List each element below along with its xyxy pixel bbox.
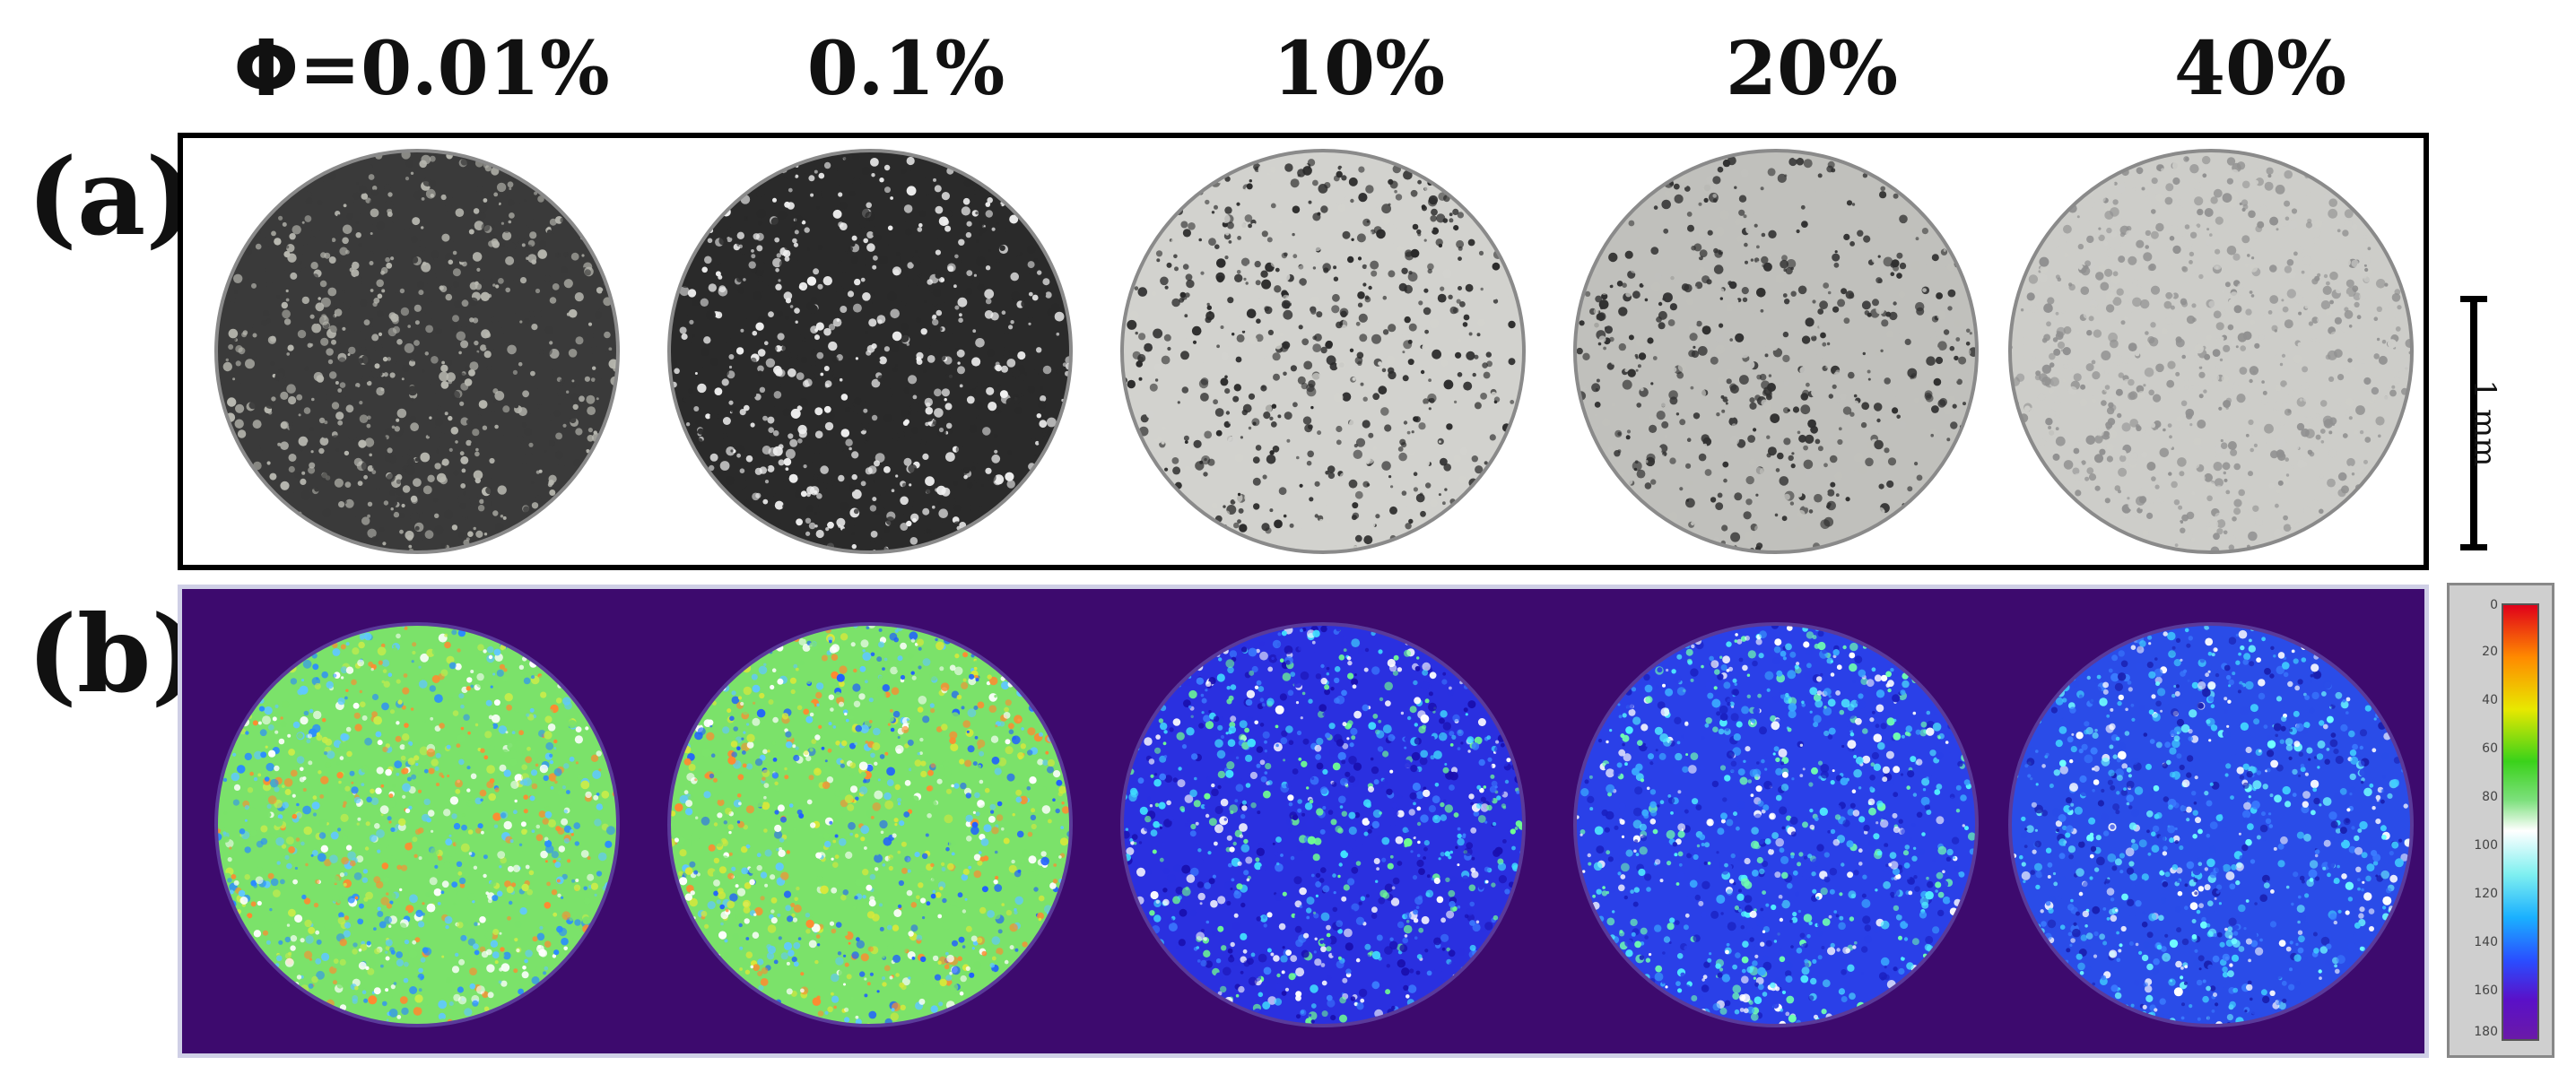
photo-disc-3	[1573, 149, 1979, 554]
map-disc-4	[2008, 622, 2414, 1027]
scale-bar-label: 1 mm	[2467, 379, 2502, 467]
colorbar-tick: 120	[2474, 887, 2498, 901]
map-disc-2	[1120, 622, 1526, 1027]
colorbar-tick: 80	[2482, 790, 2498, 804]
concentration-label-4: 40%	[2173, 26, 2347, 112]
colorbar-tick: 140	[2474, 935, 2498, 949]
map-disc-0	[214, 622, 620, 1027]
colorbar-tick: 0	[2490, 598, 2498, 612]
concentration-label-1: 0.1%	[806, 26, 1005, 112]
photo-disc-2	[1120, 149, 1526, 554]
colorbar-tick: 40	[2482, 693, 2498, 707]
scale-bar	[2460, 296, 2487, 550]
colorbar-legend: 0 20 40 60 80 100 120 140 160 180	[2447, 583, 2554, 1058]
colorbar-tick: 20	[2482, 645, 2498, 659]
map-disc-3	[1573, 622, 1979, 1027]
concentration-label-0: Φ =0.01%	[170, 20, 673, 118]
colorbar-gradient	[2502, 603, 2539, 1041]
concentration-label-2: 10%	[1272, 26, 1446, 112]
concentration-label-3: 20%	[1725, 26, 1899, 112]
photo-disc-4	[2008, 149, 2414, 554]
map-disc-1	[667, 622, 1073, 1027]
colorbar-tick: 60	[2482, 741, 2498, 756]
colorbar-tick: 160	[2474, 983, 2498, 998]
panel-a-label: (a)	[27, 134, 196, 259]
photo-disc-0	[214, 149, 620, 554]
colorbar-tick: 100	[2474, 838, 2498, 853]
colorbar-tick: 180	[2474, 1025, 2498, 1039]
phi-symbol: Φ	[233, 24, 300, 114]
panel-b-label: (b)	[27, 592, 202, 716]
photo-disc-1	[667, 149, 1073, 554]
phi-equals-value: =0.01%	[299, 26, 610, 112]
